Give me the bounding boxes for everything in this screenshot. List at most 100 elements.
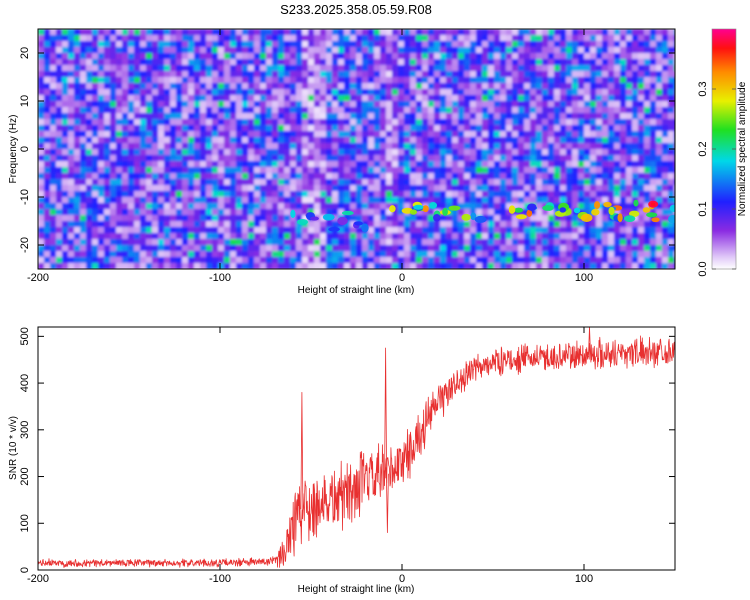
- spectrogram-cell: [242, 101, 249, 108]
- spectrogram-cell: [68, 161, 75, 168]
- spectrogram-cell: [218, 71, 225, 78]
- spectrogram-cell: [464, 263, 471, 269]
- spectrogram-cell: [470, 41, 477, 48]
- spectrogram-cell: [416, 215, 423, 222]
- spectrogram-cell: [434, 149, 441, 156]
- spectrogram-cell: [596, 179, 603, 186]
- spectrogram-cell: [188, 77, 195, 84]
- spectrogram-cell: [560, 65, 567, 72]
- spectrogram-cell: [218, 137, 225, 144]
- spectrogram-cell: [410, 95, 417, 102]
- spectrogram-cell: [392, 71, 399, 78]
- spectrogram-cell: [404, 233, 411, 240]
- snr-ytick-label: 100: [19, 514, 31, 532]
- spectrogram-cell: [536, 185, 543, 192]
- spectrogram-cell: [92, 167, 99, 174]
- spectrogram-cell: [512, 263, 519, 269]
- spectrogram-cell: [410, 143, 417, 150]
- spectrogram-cell: [416, 155, 423, 162]
- spectrogram-cell: [158, 119, 165, 126]
- spectrogram-cell: [314, 35, 321, 42]
- spectrogram-cell: [494, 137, 501, 144]
- spectrogram-cell: [140, 155, 147, 162]
- spectrogram-cell: [272, 137, 279, 144]
- spectrogram-cell: [560, 71, 567, 78]
- spectrogram-cell: [386, 155, 393, 162]
- spectrogram-cell: [212, 101, 219, 108]
- spectrogram-cell: [626, 221, 633, 228]
- spectrogram-cell: [620, 245, 627, 252]
- spectrogram-cell: [206, 113, 213, 120]
- spectrogram-cell: [218, 53, 225, 60]
- spectrogram-cell: [350, 203, 357, 210]
- spectrogram-cell: [200, 95, 207, 102]
- spectrogram-cell: [218, 251, 225, 258]
- spectrogram-cell: [68, 191, 75, 198]
- spectrogram-cell: [620, 107, 627, 114]
- spectrogram-cell: [416, 197, 423, 204]
- spectrogram-cell: [62, 209, 69, 216]
- spectrogram-cell: [158, 239, 165, 246]
- spectrogram-cell: [56, 191, 63, 198]
- spectrogram-cell: [134, 179, 141, 186]
- spectrogram-cell: [200, 221, 207, 228]
- spectrogram-cell: [452, 173, 459, 180]
- spectrogram-cell: [422, 197, 429, 204]
- spectrogram-cell: [62, 233, 69, 240]
- spectrogram-cell: [344, 95, 351, 102]
- spectrogram-cell: [518, 29, 525, 36]
- spectrogram-cell: [458, 155, 465, 162]
- spectrogram-cell: [254, 113, 261, 120]
- spectrogram-cell: [146, 59, 153, 66]
- spectrogram-cell: [320, 113, 327, 120]
- spectrogram-cell: [596, 251, 603, 258]
- spectrogram-cell: [524, 77, 531, 84]
- spectrogram-cell: [254, 107, 261, 114]
- spectrogram-cell: [668, 185, 675, 192]
- spectrogram-cell: [284, 167, 291, 174]
- spectrogram-cell: [110, 203, 117, 210]
- spectrogram-cell: [518, 89, 525, 96]
- spectrogram-cell: [182, 263, 189, 269]
- spectrogram-cell: [440, 251, 447, 258]
- spectrogram-cell: [128, 71, 135, 78]
- spectrogram-cell: [422, 119, 429, 126]
- spectrogram-cell: [428, 131, 435, 138]
- spectrogram-cell: [278, 149, 285, 156]
- spectrogram-cell: [548, 245, 555, 252]
- spectrogram-cell: [620, 131, 627, 138]
- spectrogram-cell: [296, 257, 303, 264]
- spectrogram-cell: [398, 221, 405, 228]
- spectrogram-cell: [344, 257, 351, 264]
- spectrogram-cell: [314, 173, 321, 180]
- spectrogram-cell: [632, 215, 639, 222]
- spectrogram-cell: [368, 167, 375, 174]
- spectrogram-cell: [242, 251, 249, 258]
- spectrogram-cell: [122, 263, 129, 269]
- spectrogram-cell: [314, 263, 321, 269]
- spectrogram-cell: [56, 125, 63, 132]
- spectrogram-cell: [236, 209, 243, 216]
- spectrogram-cell: [644, 239, 651, 246]
- spectrogram-cell: [170, 185, 177, 192]
- spectrogram-cell: [50, 149, 57, 156]
- spectrogram-cell: [98, 227, 105, 234]
- spectrogram-cell: [152, 131, 159, 138]
- spectrogram-cell: [260, 77, 267, 84]
- spectrogram-feature-blob: [580, 213, 593, 222]
- spectrogram-cell: [230, 143, 237, 150]
- spectrogram-cell: [470, 203, 477, 210]
- spectrogram-cell: [416, 143, 423, 150]
- spectrogram-cell: [524, 257, 531, 264]
- spectrogram-cell: [614, 89, 621, 96]
- spectrogram-feature-blob: [337, 216, 348, 226]
- spectrogram-cell: [92, 221, 99, 228]
- spectrogram-cell: [176, 35, 183, 42]
- spectrogram-cell: [560, 131, 567, 138]
- spectrogram-cell: [512, 149, 519, 156]
- spectrogram-cell: [656, 83, 663, 90]
- spectrogram-cell: [116, 131, 123, 138]
- spectrogram-cell: [80, 59, 87, 66]
- spectrogram-cell: [236, 185, 243, 192]
- spectrogram-cell: [644, 263, 651, 269]
